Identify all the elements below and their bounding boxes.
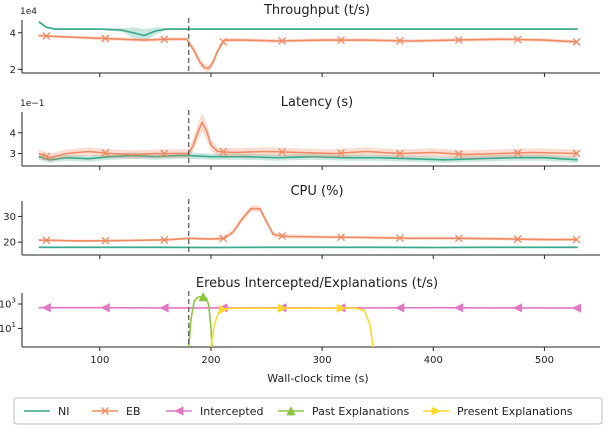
series-line [189,296,212,347]
series-marker [573,304,581,312]
x-tick-label: 500 [535,355,554,366]
series-eb [39,113,580,162]
series-past-explanations [189,293,212,347]
series-line [39,209,578,241]
y-tick-label: 2 [10,65,16,76]
y-tick-exponent: 1 [12,321,16,329]
x-axis-label: Wall-clock time (s) [267,372,368,385]
y-tick-label: 4 [10,128,16,139]
panel-2: Latency (s) 1e−1 3 4 [10,95,600,170]
x-tick-label: 400 [424,355,443,366]
y-tick-label: 4 [10,28,16,39]
panel-1: Throughput (t/s) 1e4 2 4 [10,3,600,77]
legend-label: NI [58,405,69,418]
series-ni [39,246,578,248]
series-eb [39,206,580,245]
y-tick-label: 20 [3,238,16,249]
y-tick-label: 103 [0,297,16,311]
series-marker [101,304,109,312]
series-marker [396,304,404,312]
scale-factor-label: 1e−1 [20,99,45,109]
legend: NI EB Intercepted Past Explanations Present … [14,398,602,424]
legend-label: Present Explanations [457,405,573,418]
panel-4: Erebus Intercepted/Explanations (t/s) 101… [0,276,600,351]
series-line [211,308,373,347]
panel-title: Erebus Intercepted/Explanations (t/s) [196,276,438,291]
series-marker [455,304,463,312]
y-tick-label: 101 [0,321,16,335]
y-tick-label: 3 [10,149,16,160]
x-tick-label: 200 [201,355,220,366]
legend-label: Intercepted [200,405,263,418]
panel-title: Throughput (t/s) [263,3,370,18]
y-tick-exponent: 3 [12,297,16,305]
y-tick-label: 30 [3,212,16,223]
legend-label: EB [126,405,141,418]
series-eb [39,32,580,72]
series-marker [42,304,50,312]
shared-x-axis: 100 200 300 400 500 [90,355,554,366]
panel-title: CPU (%) [290,184,343,199]
scale-factor-label: 1e4 [20,7,37,17]
legend-label: Past Explanations [312,405,409,418]
x-tick-label: 100 [90,355,109,366]
x-tick-label: 300 [313,355,332,366]
panel-3: CPU (%) 20 30 [3,184,600,259]
chart-panels: Throughput (t/s) 1e4 2 4 Latency (s) 1e−1 3 4 CP… [0,3,600,351]
series-marker [160,304,168,312]
panel-title: Latency (s) [281,95,353,110]
series-present-explanations [211,304,373,347]
series-marker [514,304,522,312]
